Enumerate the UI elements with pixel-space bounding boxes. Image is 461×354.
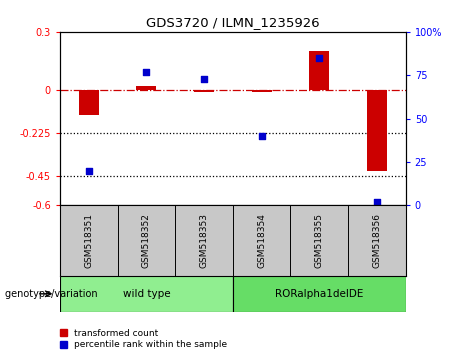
Text: GSM518351: GSM518351: [84, 213, 93, 268]
Point: [200, 76, 207, 81]
Text: genotype/variation: genotype/variation: [5, 289, 100, 299]
Bar: [252, 90, 272, 92]
Bar: [309, 51, 329, 90]
Text: GSM518356: GSM518356: [372, 213, 381, 268]
Point: [258, 133, 266, 139]
Point: [315, 55, 323, 61]
Legend: transformed count, percentile rank within the sample: transformed count, percentile rank withi…: [60, 329, 227, 349]
Point: [142, 69, 150, 75]
Text: GSM518355: GSM518355: [315, 213, 324, 268]
Point: [373, 199, 381, 205]
Title: GDS3720 / ILMN_1235926: GDS3720 / ILMN_1235926: [146, 16, 319, 29]
Bar: [60, 276, 233, 312]
Text: GSM518352: GSM518352: [142, 213, 151, 268]
Bar: [233, 276, 406, 312]
Text: RORalpha1delDE: RORalpha1delDE: [275, 289, 363, 299]
Text: GSM518353: GSM518353: [200, 213, 208, 268]
Bar: [136, 86, 156, 90]
Bar: [367, 90, 387, 171]
Text: wild type: wild type: [123, 289, 170, 299]
Bar: [194, 90, 214, 92]
Bar: [79, 90, 99, 115]
Text: GSM518354: GSM518354: [257, 213, 266, 268]
Point: [85, 168, 92, 173]
